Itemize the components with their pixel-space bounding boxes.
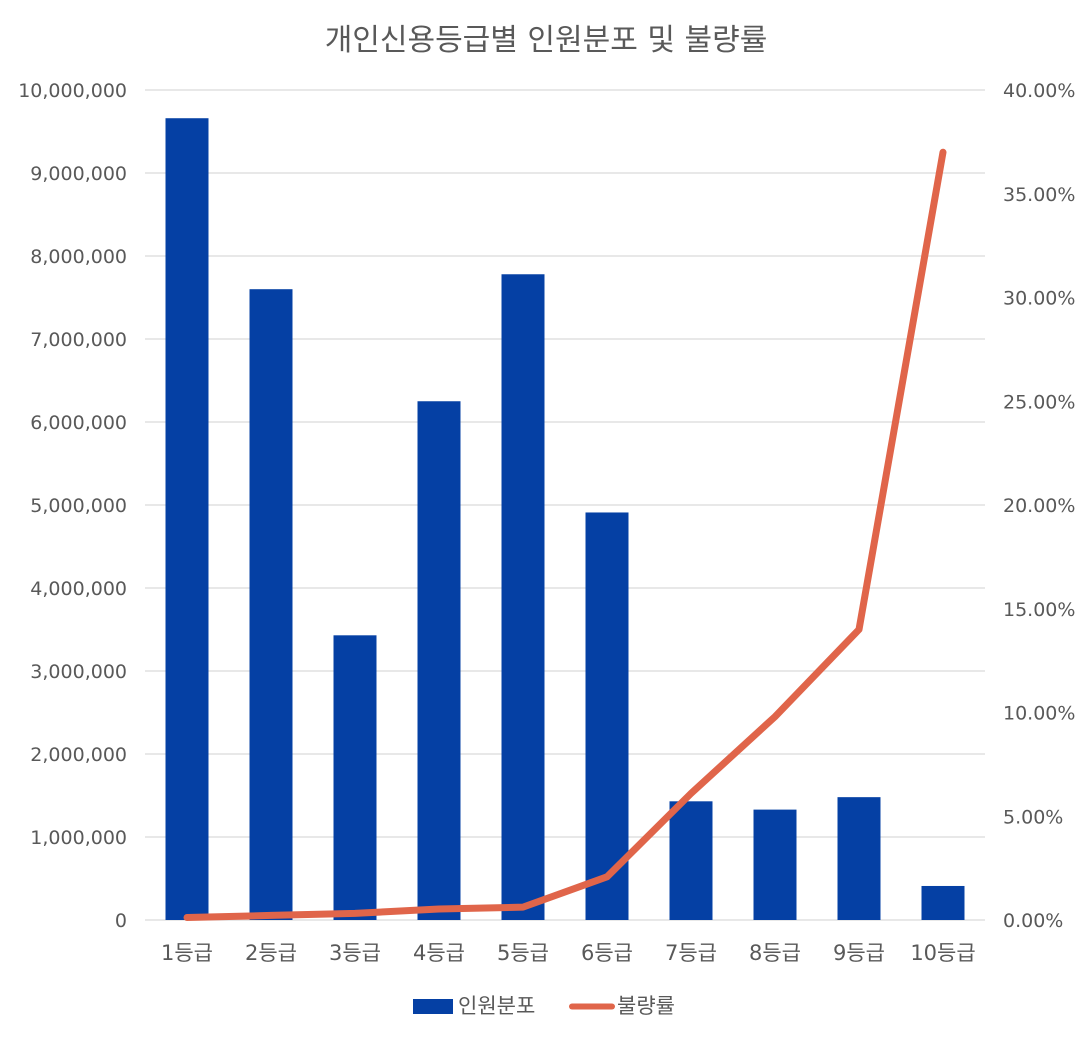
left-tick-label: 7,000,000 [30,329,127,351]
right-axis-ticks: 0.00% 5.00% 10.00% 15.00% 20.00% 25.00% 30.00%… [1003,80,1075,932]
left-tick-label: 0 [115,910,127,932]
legend-swatch-bar [413,999,453,1014]
line-path [183,148,947,922]
category-label: 3등급 [329,941,381,965]
line-series [183,148,947,922]
right-tick-label: 5.00% [1003,806,1063,828]
left-tick-label: 5,000,000 [30,495,127,517]
bar [249,289,293,920]
left-tick-label: 1,000,000 [30,827,127,849]
right-tick-label: 10.00% [1003,703,1075,725]
category-labels: 1등급 2등급 3등급 4등급 5등급 6등급 7등급 8등급 9등급 10등급 [161,941,976,965]
category-label: 2등급 [245,941,297,965]
category-label: 9등급 [833,941,885,965]
bar [837,797,881,920]
left-tick-label: 9,000,000 [30,163,127,185]
right-tick-label: 30.00% [1003,288,1075,310]
left-tick-label: 2,000,000 [30,744,127,766]
category-label: 8등급 [749,941,801,965]
category-label: 6등급 [581,941,633,965]
legend: 인원분포 불량률 [413,994,675,1018]
chart-title: 개인신용등급별 인원분포 및 불량률 [325,23,768,58]
right-tick-label: 15.00% [1003,599,1075,621]
left-tick-label: 3,000,000 [30,661,127,683]
category-label: 1등급 [161,941,213,965]
bar-series [165,118,965,921]
left-tick-label: 10,000,000 [18,80,127,102]
legend-label-line: 불량률 [617,994,675,1018]
bar [921,885,965,920]
category-label: 4등급 [413,941,465,965]
left-axis-ticks: 0 1,000,000 2,000,000 3,000,000 4,000,000 5,0… [18,80,127,932]
left-tick-label: 4,000,000 [30,578,127,600]
bar [585,512,629,920]
category-label: 7등급 [665,941,717,965]
bar [165,118,209,921]
right-tick-label: 0.00% [1003,910,1063,932]
left-tick-label: 8,000,000 [30,246,127,268]
bar [669,801,713,920]
category-label: 5등급 [497,941,549,965]
bar [753,809,797,920]
bar [417,401,461,920]
right-tick-label: 35.00% [1003,184,1075,206]
legend-label-bar: 인원분포 [458,994,535,1018]
bar [501,274,545,920]
right-tick-label: 40.00% [1003,80,1075,102]
bar [333,635,377,920]
left-tick-label: 6,000,000 [30,412,127,434]
category-label: 10등급 [910,941,975,965]
right-tick-label: 20.00% [1003,495,1075,517]
right-tick-label: 25.00% [1003,391,1075,413]
